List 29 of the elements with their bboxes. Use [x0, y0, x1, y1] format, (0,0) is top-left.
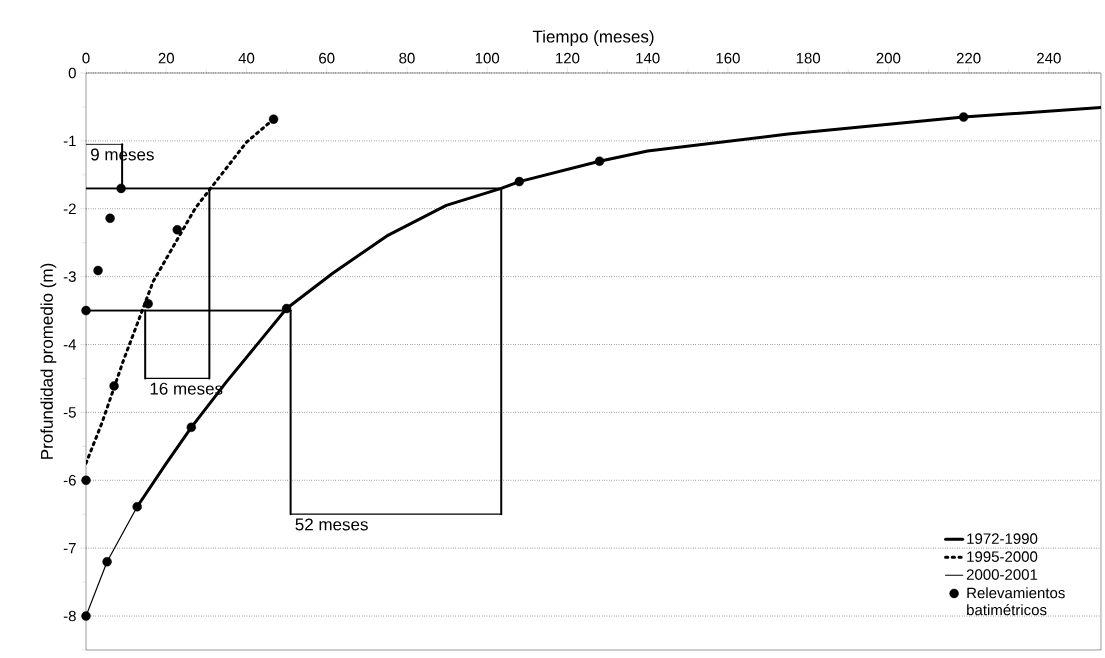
x-tick-label: 80 — [399, 52, 415, 64]
y-axis-title: Profundidad promedio (m) — [40, 263, 57, 459]
x-tick-label: 20 — [158, 52, 174, 64]
legend-label: 2000-2001 — [966, 569, 1038, 580]
y-tick-label: -8 — [63, 610, 76, 622]
y-tick-label: -7 — [63, 543, 76, 554]
y-tick-label: -4 — [63, 339, 77, 350]
x-tick-label: 0 — [82, 52, 90, 64]
x-tick-label: 220 — [956, 52, 981, 64]
y-tick-label: 0 — [68, 67, 76, 79]
y-tick-label: -3 — [63, 271, 76, 282]
x-tick-label: 180 — [796, 52, 821, 64]
x-tick-label: 120 — [556, 52, 580, 64]
x-tick-label: 140 — [636, 52, 660, 64]
legend-label: 1972-1990 — [967, 533, 1038, 544]
x-tick-label: 100 — [475, 52, 500, 64]
x-tick-label: 200 — [876, 52, 901, 64]
x-tick-label: 240 — [1037, 52, 1061, 64]
y-tick-label: -2 — [63, 203, 76, 214]
x-tick-label: 40 — [238, 52, 255, 64]
x-tick-label: 60 — [319, 52, 335, 64]
annotation: 52 meses — [295, 518, 368, 531]
y-tick-label: -1 — [63, 135, 76, 147]
y-tick-label: -5 — [63, 407, 76, 418]
y-tick-label: -6 — [63, 474, 76, 486]
x-axis-title: Tiempo (meses) — [532, 30, 654, 46]
x-tick-label: 160 — [716, 52, 740, 64]
legend-label: 1995-2000 — [967, 551, 1038, 562]
legend-label: Relevamientos batimétricos — [967, 587, 1065, 616]
